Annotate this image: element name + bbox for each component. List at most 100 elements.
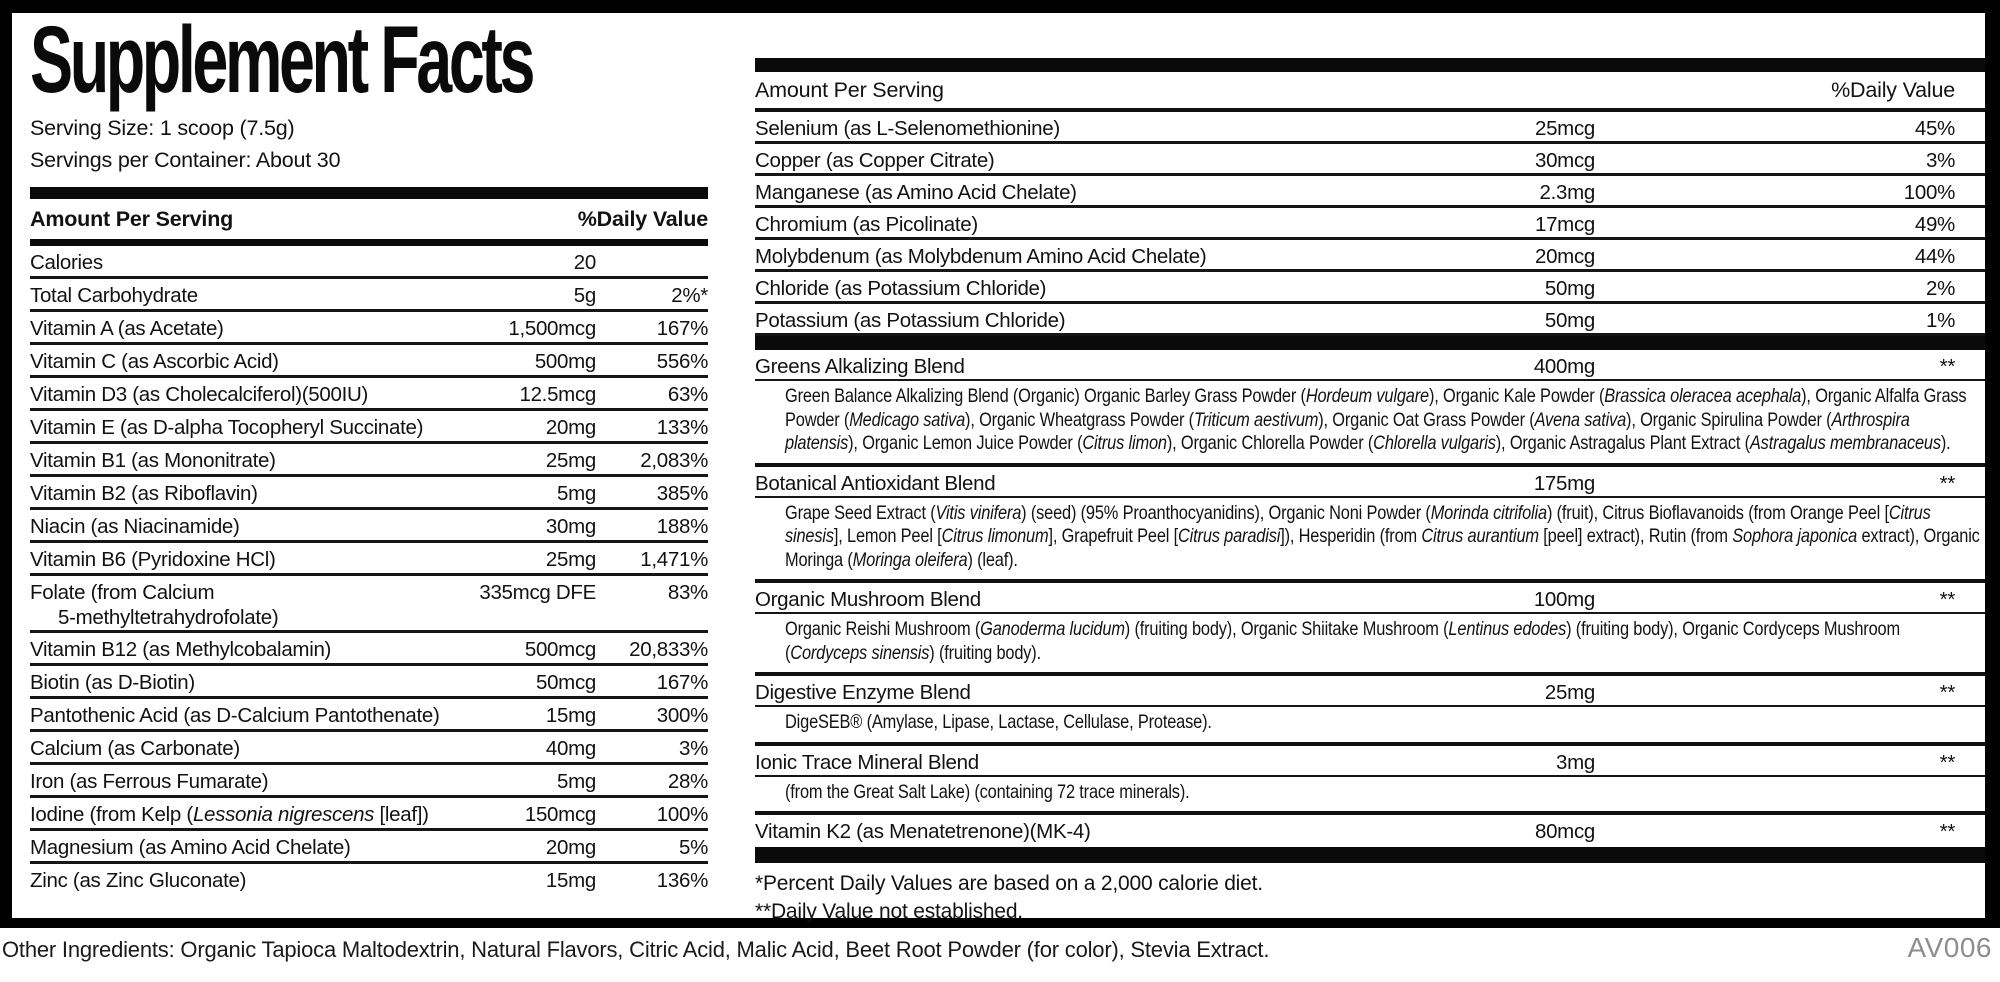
blend-description: Grape Seed Extract (Vitis vinifera) (see… xyxy=(755,498,1985,583)
nutrient-row: Chromium (as Picolinate) 17mcg 49% xyxy=(755,208,1985,240)
nutrient-dv: 136% xyxy=(656,869,709,893)
blend-description: Green Balance Alkalizing Blend (Organic)… xyxy=(755,381,1985,467)
nutrient-row: Magnesium (as Amino Acid Chelate) 20mg 5% xyxy=(30,831,708,865)
divider-bar-thick xyxy=(30,187,708,200)
nutrient-dv: 385% xyxy=(656,482,709,506)
nutrient-amount: 25mg xyxy=(1544,681,1595,704)
nutrient-amount: 20 xyxy=(573,251,597,275)
nutrient-amount: 50mg xyxy=(1544,277,1595,300)
divider-bar-thick xyxy=(755,336,1985,350)
nutrient-amount: 500mcg xyxy=(524,638,596,662)
nutrient-name: Chloride (as Potassium Chloride) xyxy=(755,277,1047,300)
nutrient-name: Iodine (from Kelp (Lessonia nigrescens [… xyxy=(30,803,429,827)
nutrient-name: Total Carbohydrate xyxy=(30,284,198,308)
nutrient-row: Vitamin E (as D-alpha Tocopheryl Succina… xyxy=(30,411,709,445)
nutrient-dv: 300% xyxy=(656,704,709,728)
nutrient-row: Niacin (as Niacinamide) 30mg 188% xyxy=(30,510,708,544)
nutrient-name: Calories xyxy=(30,251,103,275)
nutrient-amount: 335mcg DFE xyxy=(479,581,596,605)
nutrient-name: Vitamin B1 (as Mononitrate) xyxy=(30,449,276,473)
nutrient-row: Iron (as Ferrous Fumarate) 5mg 28% xyxy=(30,765,708,799)
nutrient-dv: 44% xyxy=(1914,245,1955,268)
nutrient-amount: 500mg xyxy=(534,350,596,374)
nutrient-row: Digestive Enzyme Blend 25mg ** xyxy=(755,676,1985,707)
nutrient-amount: 25mcg xyxy=(1534,117,1595,140)
blend-description: DigeSEB® (Amylase, Lipase, Lactase, Cell… xyxy=(755,707,1985,746)
nutrient-dv: 5% xyxy=(678,836,708,860)
nutrient-amount: 150mcg xyxy=(524,803,596,827)
nutrient-dv: 20,833% xyxy=(629,638,708,662)
nutrient-amount: 50mcg xyxy=(535,671,596,695)
nutrient-row: Zinc (as Zinc Gluconate) 15mg 136% xyxy=(30,864,708,897)
nutrient-row: Selenium (as L-Selenomethionine) 25mcg 45% xyxy=(755,112,1985,144)
nutrient-dv: ** xyxy=(1939,355,1956,378)
nutrient-name: Molybdenum (as Molybdenum Amino Acid Che… xyxy=(755,245,1207,268)
nutrient-row: Vitamin D3 (as Cholecalciferol)(500IU) 12… xyxy=(30,378,708,412)
nutrient-amount: 25mg xyxy=(545,449,596,473)
nutrient-row: Calories 20 xyxy=(30,246,708,280)
nutrient-name: Iron (as Ferrous Fumarate) xyxy=(30,770,269,794)
divider-bar-thick xyxy=(755,847,1985,863)
nutrient-dv: ** xyxy=(1939,820,1956,843)
nutrient-name: Greens Alkalizing Blend xyxy=(755,355,965,378)
nutrient-name: Biotin (as D-Biotin) xyxy=(30,671,195,695)
nutrient-amount: 2.3mg xyxy=(1539,181,1596,204)
nutrient-dv: 2,083% xyxy=(640,449,708,473)
blend-description-text: Grape Seed Extract (Vitis vinifera) (see… xyxy=(785,501,1980,571)
nutrient-dv: 133% xyxy=(656,416,709,440)
nutrient-dv: 63% xyxy=(667,383,708,407)
nutrient-name: Vitamin A (as Acetate) xyxy=(30,317,224,341)
nutrient-name: Digestive Enzyme Blend xyxy=(755,681,971,704)
nutrient-name: Selenium (as L-Selenomethionine) xyxy=(755,117,1060,140)
nutrient-dv: ** xyxy=(1939,471,1956,495)
nutrient-amount: 15mg xyxy=(545,869,596,893)
footnotes: *Percent Daily Values are based on a 2,0… xyxy=(755,863,1985,925)
nutrient-row: Chloride (as Potassium Chloride) 50mg 2% xyxy=(755,272,1985,304)
daily-value-label: %Daily Value xyxy=(1831,78,1955,102)
nutrient-name: Vitamin B6 (Pyridoxine HCl) xyxy=(30,548,276,572)
nutrient-name: Copper (as Copper Citrate) xyxy=(755,149,995,172)
nutrient-amount: 80mcg xyxy=(1534,820,1595,843)
nutrient-row: Iodine (from Kelp (Lessonia nigrescens [… xyxy=(30,798,708,832)
nutrient-amount: 40mg xyxy=(545,737,596,761)
blend-description-text: DigeSEB® (Amylase, Lipase, Lactase, Cell… xyxy=(785,711,1212,733)
nutrient-row: Copper (as Copper Citrate) 30mcg 3% xyxy=(755,144,1985,176)
right-table-header: Amount Per Serving %Daily Value xyxy=(755,72,1985,112)
right-column: Amount Per Serving %Daily Value Selenium… xyxy=(755,13,1985,925)
divider-bar-medium xyxy=(30,239,708,247)
nutrient-dv: 3% xyxy=(678,737,708,761)
nutrient-amount: 25mg xyxy=(545,548,596,572)
nutrient-amount: 5mg xyxy=(557,770,596,794)
serving-size: Serving Size: 1 scoop (7.5g) xyxy=(30,116,295,141)
nutrient-dv: ** xyxy=(1939,750,1956,774)
nutrient-row: Folate (from Calcium 5-methyltetrahydrof… xyxy=(30,576,708,634)
nutrient-name: Potassium (as Potassium Chloride) xyxy=(755,309,1066,332)
nutrient-row: Pantothenic Acid (as D-Calcium Pantothen… xyxy=(30,699,709,733)
nutrient-row: Greens Alkalizing Blend 400mg ** xyxy=(755,350,1985,381)
nutrient-amount: 100mg xyxy=(1533,588,1595,611)
header-spacer xyxy=(944,78,1831,103)
nutrient-name: Vitamin B2 (as Riboflavin) xyxy=(30,482,258,506)
left-nutrient-table: Calories 20 Total Carbohydrate 5g 2%* Vitamin… xyxy=(30,246,708,897)
nutrient-dv: 100% xyxy=(1903,181,1956,204)
nutrient-name: Chromium (as Picolinate) xyxy=(755,213,978,236)
nutrient-name: Vitamin B12 (as Methylcobalamin) xyxy=(30,638,332,662)
nutrient-dv: 2%* xyxy=(671,284,708,308)
amount-per-serving-label: Amount Per Serving xyxy=(30,207,234,232)
left-table-header: Amount Per Serving %Daily Value xyxy=(30,199,708,239)
nutrient-row: Potassium (as Potassium Chloride) 50mg 1% xyxy=(755,304,1985,336)
daily-value-label: %Daily Value xyxy=(577,207,708,232)
nutrient-dv: 45% xyxy=(1914,117,1955,140)
other-ingredients: Other Ingredients: Organic Tapioca Malto… xyxy=(2,937,1270,962)
nutrient-amount: 12.5mcg xyxy=(519,383,596,407)
blend-description-text: Green Balance Alkalizing Blend (Organic)… xyxy=(785,385,1967,454)
blends-table: Greens Alkalizing Blend 400mg ** Green Bala… xyxy=(755,350,1985,846)
footnote-daily-values: *Percent Daily Values are based on a 2,0… xyxy=(755,872,1263,895)
supplement-facts-panel: Supplement Facts Serving Size: 1 scoop (… xyxy=(0,0,2000,928)
amount-per-serving-label: Amount Per Serving xyxy=(755,78,944,102)
nutrient-row: Manganese (as Amino Acid Chelate) 2.3mg 10… xyxy=(755,176,1985,208)
nutrient-dv: 83% xyxy=(667,581,708,605)
nutrient-name: Pantothenic Acid (as D-Calcium Pantothen… xyxy=(30,704,440,728)
nutrient-amount: 17mcg xyxy=(1534,213,1595,236)
nutrient-dv: 556% xyxy=(656,350,709,374)
